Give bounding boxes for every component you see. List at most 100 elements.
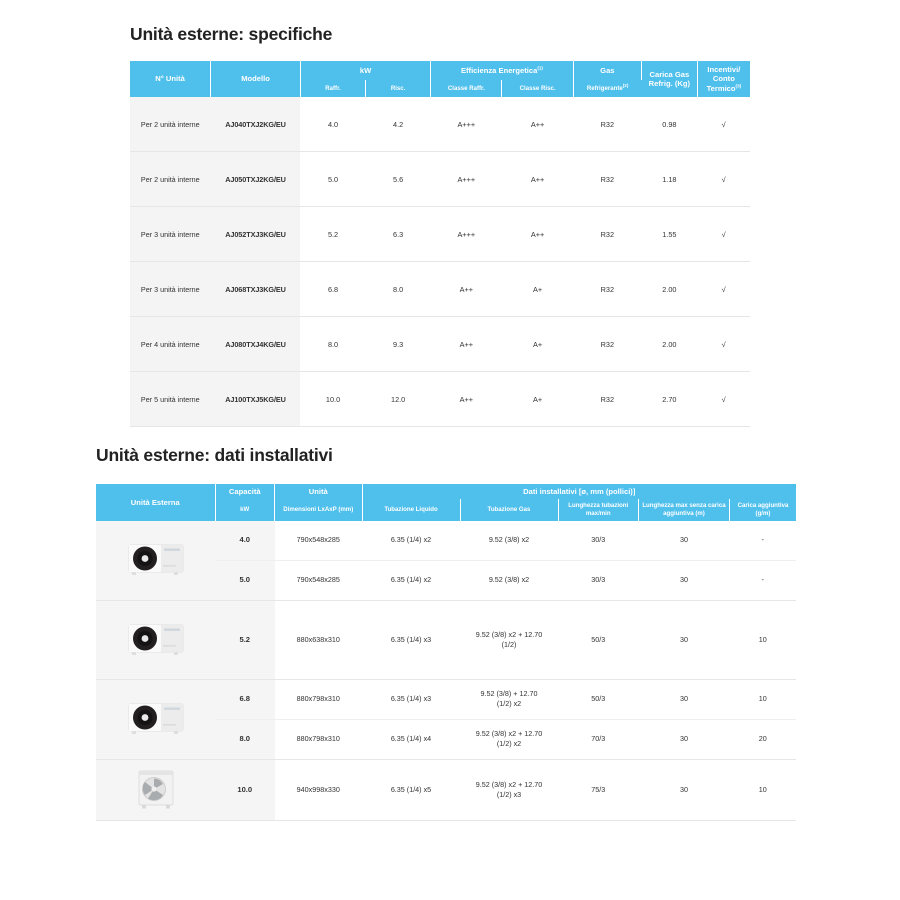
cell-tubazione-gas: 9.52 (3/8) x2 + 12.70 (1/2) x3 (460, 759, 558, 821)
cell-unita-esterna-image (96, 759, 215, 821)
col-header-carica-gas: Carica Gas Refrig. (Kg) (641, 61, 698, 98)
cell-gas: R32 (573, 206, 642, 263)
col-header-efficienza-energetica: Efficienza Energetica(1) (430, 61, 574, 81)
cell-n-unita: Per 2 unità interne (130, 97, 211, 153)
cell-carica-aggiuntiva: 10 (729, 679, 796, 720)
cell-modello: AJ068TXJ3KG/EU (210, 261, 301, 318)
col-header-unita: Unità (274, 484, 363, 500)
cell-modello: AJ050TXJ2KG/EU (210, 151, 301, 208)
cell-lunghezza-tubazioni: 50/3 (558, 600, 639, 680)
cell-classe-raffr: A++ (430, 371, 502, 428)
table-row: Per 4 unità interne AJ080TXJ4KG/EU 8.0 9.3 A… (130, 316, 750, 373)
cell-dimensioni: 880x798x310 (274, 719, 362, 760)
table-row: 5.2 880x638x310 6.35 (1/4) x3 9.52 (3/8) x2… (96, 600, 796, 680)
header-row-main: N° Unità Modello kW Efficienza Energetic… (130, 61, 750, 98)
cell-lunghezza-tubazioni: 30/3 (558, 560, 639, 601)
cell-n-unita: Per 2 unità interne (130, 151, 211, 208)
cell-lunghezza-max: 30 (638, 560, 730, 601)
table-row: 10.0 940x998x330 6.35 (1/4) x5 9.52 (3/8) x… (96, 759, 796, 821)
col-header-kw: kW (300, 61, 432, 81)
table-row: Per 2 unità interne AJ050TXJ2KG/EU 5.0 5.6 A… (130, 151, 750, 208)
col-header-dati-installativi: Dati installativi [ø, mm (pollici)] (362, 484, 796, 500)
tubazione-gas-line1: 9.52 (3/8) x2 (488, 575, 530, 585)
cell-tubazione-liquido: 6.35 (1/4) x3 (362, 600, 460, 680)
carica-aggiuntiva-line1: Carica aggiuntiva (737, 502, 789, 510)
cell-incentivi: √ (697, 316, 750, 373)
col-header-refrigerante-label: Refrigerante (586, 85, 623, 93)
cell-classe-raffr: A+++ (430, 97, 502, 153)
col-header-carica-aggiuntiva: Carica aggiuntiva (g/m) (729, 499, 796, 521)
cell-classe-raffr: A++ (430, 316, 502, 373)
lunghezza-max-line1: Lunghezza max senza carica (642, 502, 726, 510)
tubazione-gas-line1: 9.52 (3/8) x2 + 12.70 (475, 729, 543, 739)
cell-carica-aggiuntiva: 20 (729, 719, 796, 760)
header-row-main-2: Unità Esterna Capacità Unità Dati instal… (96, 484, 796, 521)
cell-dimensioni: 880x798x310 (274, 679, 362, 720)
cell-tubazione-liquido: 6.35 (1/4) x5 (362, 759, 460, 821)
section-dati-installativi: Unità esterne: dati installativi Unità E… (96, 445, 796, 821)
cell-kw-raffr: 4.0 (300, 97, 366, 153)
cell-carica-aggiuntiva: 10 (729, 600, 796, 680)
dati-installativi-table-header: Unità Esterna Capacità Unità Dati instal… (96, 484, 796, 521)
cell-kw-raffr: 5.0 (300, 151, 366, 208)
table-row: Per 3 unità interne AJ052TXJ3KG/EU 5.2 6.3 A… (130, 206, 750, 263)
cell-gas: R32 (573, 316, 642, 373)
cell-classe-risc: A++ (501, 206, 574, 263)
cell-dimensioni: 880x638x310 (274, 600, 362, 680)
cell-incentivi: √ (697, 206, 750, 263)
cell-modello: AJ052TXJ3KG/EU (210, 206, 301, 263)
cell-classe-risc: A++ (501, 97, 574, 153)
cell-modello: AJ080TXJ4KG/EU (210, 316, 301, 373)
cell-lunghezza-max: 30 (638, 719, 730, 760)
col-header-lunghezza-tubazioni: Lunghezza tubazioni max/min (558, 499, 639, 521)
cell-tubazione-gas: 9.52 (3/8) x2 + 12.70 (1/2) x2 (460, 719, 558, 760)
col-header-efficienza-label: Efficienza Energetica (460, 65, 538, 75)
col-header-classe-raffr: Classe Raffr. (430, 80, 503, 98)
outdoor-unit-small-icon (96, 540, 215, 580)
cell-lunghezza-max: 30 (638, 520, 730, 561)
cell-tubazione-gas: 9.52 (3/8) x2 (460, 560, 558, 601)
cell-capacita: 4.0 (215, 520, 275, 561)
cell-carica-gas: 2.00 (641, 261, 698, 318)
cell-incentivi: √ (697, 97, 750, 153)
cell-kw-risc: 12.0 (365, 371, 431, 428)
tubazione-gas-line1: 9.52 (3/8) x2 (488, 535, 530, 545)
cell-kw-risc: 9.3 (365, 316, 431, 373)
footnote-ref-1: (1) (537, 65, 543, 71)
table-row: 4.0 790x548x285 6.35 (1/4) x2 9.52 (3/8) x2… (96, 520, 796, 601)
cell-kw-risc: 4.2 (365, 97, 431, 153)
specifiche-table-header: N° Unità Modello kW Efficienza Energetic… (130, 61, 750, 98)
cell-carica-gas: 0.98 (641, 97, 698, 153)
cell-lunghezza-max: 30 (638, 759, 730, 821)
cell-gas: R32 (573, 371, 642, 428)
cell-capacita: 5.0 (215, 560, 275, 601)
cell-kw-raffr: 6.8 (300, 261, 366, 318)
cell-gas: R32 (573, 261, 642, 318)
header-row-sub: Raffr. Risc. Classe Raffr. Classe Risc. … (130, 80, 750, 98)
tubazione-gas-line2: (1/2) x2 (496, 699, 522, 709)
col-header-capacita-kw: kW (215, 499, 275, 521)
cell-unita-esterna-image (96, 520, 215, 601)
tubazione-gas-line2: (1/2) (501, 639, 517, 649)
col-header-dimensioni: Dimensioni LxAxP (mm) (274, 499, 363, 521)
cell-incentivi: √ (697, 371, 750, 428)
cell-tubazione-liquido: 6.35 (1/4) x2 (362, 520, 460, 561)
cell-carica-gas: 1.55 (641, 206, 698, 263)
cell-classe-risc: A+ (501, 261, 574, 318)
col-header-gas: Gas (573, 61, 642, 81)
cell-dimensioni: 790x548x285 (274, 560, 362, 601)
cell-tubazione-liquido: 6.35 (1/4) x2 (362, 560, 460, 601)
dati-installativi-table: Unità Esterna Capacità Unità Dati instal… (96, 484, 796, 821)
col-header-n-unita: N° Unità (130, 61, 212, 98)
cell-gas: R32 (573, 97, 642, 153)
cell-lunghezza-tubazioni: 70/3 (558, 719, 639, 760)
col-header-refrigerante: Refrigerante(2) (573, 80, 642, 98)
cell-classe-raffr: A+++ (430, 151, 502, 208)
cell-dimensioni: 940x998x330 (274, 759, 362, 821)
col-header-kw-risc: Risc. (365, 80, 432, 98)
cell-n-unita: Per 5 unità interne (130, 371, 211, 428)
table-row: Per 5 unità interne AJ100TXJ5KG/EU 10.0 12.… (130, 371, 750, 428)
tubazione-gas-line1: 9.52 (3/8) x2 + 12.70 (475, 779, 543, 789)
tubazione-gas-line1: 9.52 (3/8) x2 + 12.70 (475, 629, 543, 639)
col-header-incentivi-label: Incentivi/ Conto Termico (706, 65, 741, 93)
